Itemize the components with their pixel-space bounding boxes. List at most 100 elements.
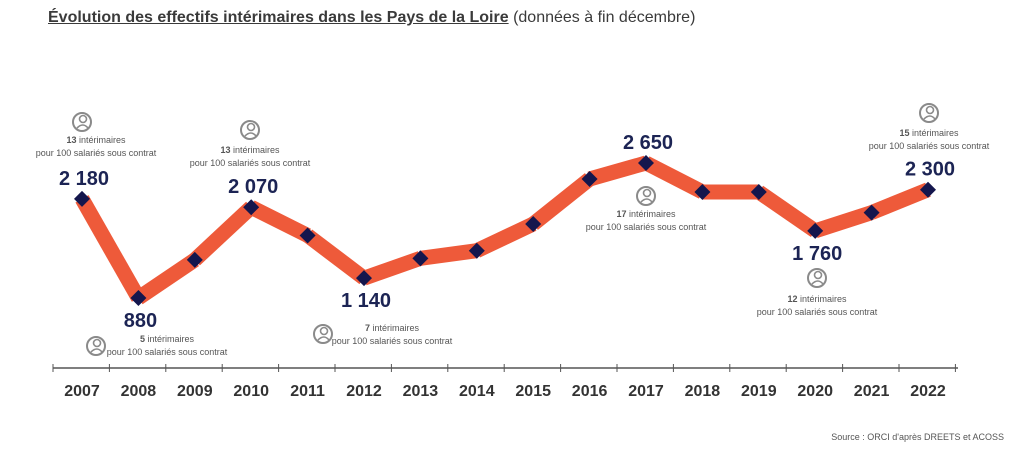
annotation-ratio: 13 bbox=[66, 135, 76, 145]
series-line-segment bbox=[754, 185, 820, 238]
person-icon bbox=[72, 112, 92, 132]
data-point bbox=[468, 242, 485, 259]
person-icon-head bbox=[642, 188, 652, 198]
person-icon bbox=[919, 103, 939, 123]
x-tick-label: 2015 bbox=[515, 383, 551, 400]
series-line-segment bbox=[134, 253, 200, 305]
annotation-unit: intérimaires bbox=[627, 209, 677, 219]
series-line-segment bbox=[473, 217, 537, 258]
annotation-unit: intérimaires bbox=[231, 145, 281, 155]
person-icon-body bbox=[923, 115, 936, 120]
x-tick-label: 2013 bbox=[403, 383, 439, 400]
annotation-unit: intérimaires bbox=[370, 323, 420, 333]
annotation-unit: intérimaires bbox=[145, 334, 195, 344]
data-point bbox=[130, 290, 147, 306]
series-line-segment bbox=[189, 201, 257, 266]
annotation-ratio: 7 bbox=[365, 323, 370, 333]
person-icon-body bbox=[76, 124, 89, 129]
series-line-segment bbox=[303, 229, 369, 285]
data-point bbox=[525, 216, 542, 233]
x-tick-label: 2007 bbox=[64, 383, 100, 400]
person-icon-body bbox=[640, 198, 653, 203]
x-tick-label: 2017 bbox=[628, 383, 664, 400]
person-icon-body bbox=[244, 132, 257, 137]
data-label: 2 300 bbox=[905, 159, 955, 181]
annotation-line-1: 12 intérimaires bbox=[787, 294, 847, 304]
series-line-segment bbox=[419, 243, 478, 266]
x-tick-label: 2021 bbox=[854, 383, 890, 400]
annotation-unit: intérimaires bbox=[798, 294, 848, 304]
annotation-ratio: 12 bbox=[787, 294, 797, 304]
x-tick-label: 2022 bbox=[910, 383, 946, 400]
person-icon-head bbox=[92, 338, 102, 348]
data-label: 2 070 bbox=[228, 176, 278, 198]
annotation-line-2: pour 100 salariés sous contrat bbox=[107, 347, 228, 357]
person-icon-body bbox=[811, 280, 824, 285]
person-icon-head bbox=[78, 114, 88, 124]
x-tick-label: 2014 bbox=[459, 383, 495, 400]
data-label: 2 180 bbox=[59, 168, 109, 190]
chart-title: Évolution des effectifs intérimaires dan… bbox=[48, 9, 695, 27]
annotation-line-1: 13 intérimaires bbox=[66, 135, 126, 145]
x-tick-label: 2010 bbox=[233, 383, 269, 400]
annotation-ratio: 5 bbox=[140, 334, 145, 344]
series-line-segment bbox=[247, 200, 311, 243]
data-point bbox=[750, 183, 767, 200]
x-tick-label: 2008 bbox=[121, 383, 157, 400]
data-point bbox=[638, 155, 654, 171]
annotation-line-1: 13 intérimaires bbox=[220, 145, 280, 155]
annotation-unit: intérimaires bbox=[910, 128, 960, 138]
data-label: 1 760 bbox=[792, 243, 842, 265]
x-tick-label: 2020 bbox=[797, 383, 833, 400]
series-line-segment bbox=[528, 173, 595, 230]
source-note: Source : ORCI d'après DREETS et ACOSS bbox=[831, 432, 1004, 442]
annotation-ratio: 15 bbox=[899, 128, 909, 138]
annotation-line-1: 15 intérimaires bbox=[899, 128, 959, 138]
annotation-line-2: pour 100 salariés sous contrat bbox=[190, 158, 311, 168]
annotation-line-1: 7 intérimaires bbox=[365, 323, 420, 333]
annotation-line-2: pour 100 salariés sous contrat bbox=[36, 148, 157, 158]
person-icon-head bbox=[925, 105, 935, 115]
x-tick-label: 2016 bbox=[572, 383, 608, 400]
data-label: 1 140 bbox=[341, 290, 391, 312]
person-icon-head bbox=[246, 122, 256, 132]
data-point bbox=[920, 181, 936, 198]
data-point bbox=[243, 199, 260, 216]
annotation-ratio: 17 bbox=[616, 209, 626, 219]
data-point bbox=[299, 227, 316, 244]
x-tick-label: 2009 bbox=[177, 383, 213, 400]
x-tick-label: 2018 bbox=[685, 383, 721, 400]
data-point bbox=[356, 270, 372, 287]
annotation-line-2: pour 100 salariés sous contrat bbox=[332, 336, 453, 346]
chart-subtitle: (données à fin décembre) bbox=[513, 9, 696, 26]
data-point bbox=[863, 204, 880, 221]
series-line-segment bbox=[75, 195, 145, 302]
data-point bbox=[581, 171, 598, 188]
chart-title-main: Évolution des effectifs intérimaires dan… bbox=[48, 9, 509, 26]
person-icon-head bbox=[319, 326, 329, 336]
person-icon bbox=[240, 120, 260, 140]
data-point bbox=[694, 183, 711, 200]
person-icon bbox=[313, 324, 333, 344]
data-point bbox=[186, 251, 203, 268]
person-icon bbox=[86, 336, 106, 356]
annotation-unit: intérimaires bbox=[77, 135, 127, 145]
series-line-segment bbox=[642, 156, 706, 199]
series-line-segment bbox=[868, 182, 931, 220]
annotation-line-1: 17 intérimaires bbox=[616, 209, 676, 219]
annotation-line-2: pour 100 salariés sous contrat bbox=[757, 307, 878, 317]
data-point bbox=[74, 190, 90, 207]
data-point bbox=[807, 222, 824, 239]
person-icon-body bbox=[90, 348, 103, 353]
person-icon-body bbox=[317, 336, 330, 341]
annotation-line-2: pour 100 salariés sous contrat bbox=[586, 222, 707, 232]
annotation-line-2: pour 100 salariés sous contrat bbox=[869, 141, 990, 151]
x-tick-label: 2011 bbox=[290, 383, 325, 400]
person-icon bbox=[807, 268, 827, 288]
data-point bbox=[412, 250, 429, 267]
data-label: 2 650 bbox=[623, 132, 673, 154]
data-label: 880 bbox=[124, 310, 157, 332]
person-icon-head bbox=[813, 270, 823, 280]
series-line-segment bbox=[361, 251, 423, 286]
